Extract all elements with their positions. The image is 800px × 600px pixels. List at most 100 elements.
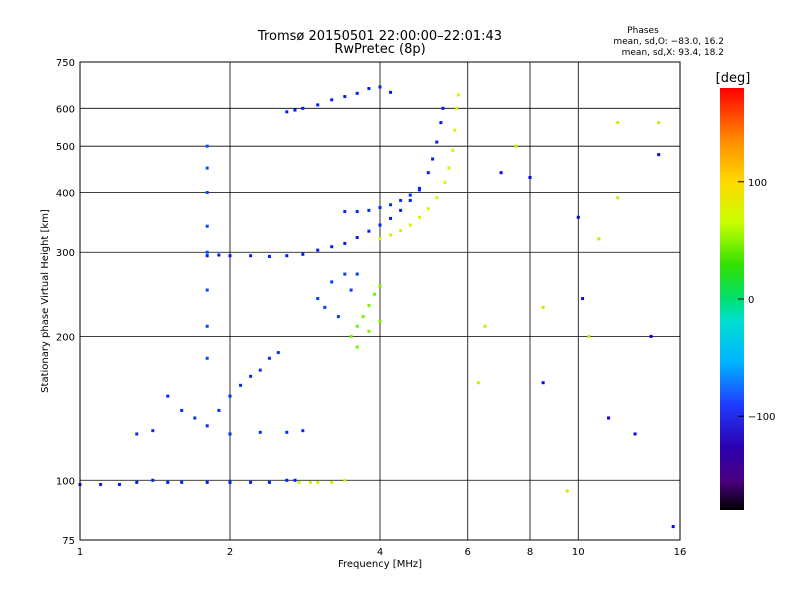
data-point [581, 297, 585, 301]
data-point [399, 198, 403, 202]
data-point [293, 478, 297, 482]
data-point [367, 304, 371, 308]
data-point [443, 180, 447, 184]
data-point [367, 229, 371, 233]
data-point [408, 223, 412, 227]
data-point [657, 121, 661, 125]
data-point [435, 140, 439, 144]
data-point [267, 356, 271, 360]
data-point [267, 254, 271, 258]
data-point [301, 429, 305, 433]
data-point [455, 106, 459, 110]
data-point [389, 233, 393, 237]
data-point [258, 430, 262, 434]
data-point [607, 416, 611, 420]
data-point [297, 480, 301, 484]
data-point [597, 237, 601, 241]
data-point [301, 106, 305, 110]
data-point [205, 356, 209, 360]
data-point [453, 128, 457, 132]
data-point [336, 315, 340, 319]
data-point [135, 432, 139, 436]
data-point [135, 480, 139, 484]
data-point [205, 480, 209, 484]
data-point [355, 324, 359, 328]
x-tick-label: 10 [572, 547, 585, 558]
data-point [166, 480, 170, 484]
data-point [355, 236, 359, 240]
colorbar-tick-label: −100 [748, 412, 775, 423]
data-point [587, 334, 591, 338]
data-point [228, 432, 232, 436]
data-point [378, 85, 382, 89]
colorbar-ticks: 100 0 −100 [738, 178, 775, 423]
chart-subtitle: RwPretec (8p) [334, 42, 425, 57]
x-tick-label: 16 [674, 547, 687, 558]
data-point [367, 208, 371, 212]
data-point [367, 329, 371, 333]
data-point [426, 171, 430, 175]
colorbar-tick-label: 100 [748, 178, 767, 189]
data-point [193, 416, 197, 420]
data-point [349, 334, 353, 338]
data-point [316, 248, 320, 252]
y-tick-label: 300 [56, 248, 75, 259]
data-point [399, 229, 403, 233]
data-point [426, 207, 430, 211]
data-point [330, 280, 334, 284]
stats-line-x: mean, sd,X: 93.4, 18.2 [622, 48, 724, 58]
data-point [476, 381, 480, 385]
x-tick-label: 1 [77, 547, 83, 558]
data-point [267, 480, 271, 484]
data-point [330, 245, 334, 249]
data-point [435, 196, 439, 200]
data-point [576, 215, 580, 219]
data-point [616, 121, 620, 125]
data-point [349, 288, 353, 292]
data-point [239, 383, 243, 387]
data-point [316, 103, 320, 107]
data-point [633, 432, 637, 436]
data-point [258, 368, 262, 372]
data-point [205, 424, 209, 428]
y-tick-label: 600 [56, 104, 75, 115]
data-point [378, 206, 382, 210]
data-point [451, 148, 455, 152]
data-point [343, 95, 347, 99]
data-point [217, 408, 221, 412]
y-tick-label: 400 [56, 188, 75, 199]
data-point [205, 144, 209, 148]
data-point [323, 305, 327, 309]
data-point [343, 478, 347, 482]
data-point [417, 215, 421, 219]
data-point [657, 153, 661, 157]
data-point [330, 98, 334, 102]
data-point [649, 334, 653, 338]
data-point [483, 324, 487, 328]
data-points [78, 85, 675, 529]
data-point [565, 489, 569, 493]
data-point [249, 374, 253, 378]
data-point [228, 480, 232, 484]
data-point [217, 253, 221, 257]
data-point [285, 254, 289, 258]
data-point [361, 315, 365, 319]
data-point [249, 480, 253, 484]
data-point [373, 292, 377, 296]
plot-frame [79, 61, 681, 541]
data-point [180, 408, 184, 412]
data-point [205, 324, 209, 328]
data-point [378, 284, 382, 288]
data-point [541, 381, 545, 385]
data-point [389, 203, 393, 207]
data-point [285, 430, 289, 434]
data-point [439, 121, 443, 125]
data-point [316, 480, 320, 484]
data-point [541, 305, 545, 309]
data-point [343, 241, 347, 245]
y-tick-label: 750 [56, 58, 75, 69]
data-point [378, 319, 382, 323]
stats-heading: Phases [627, 26, 659, 36]
y-tick-label: 100 [56, 476, 75, 487]
